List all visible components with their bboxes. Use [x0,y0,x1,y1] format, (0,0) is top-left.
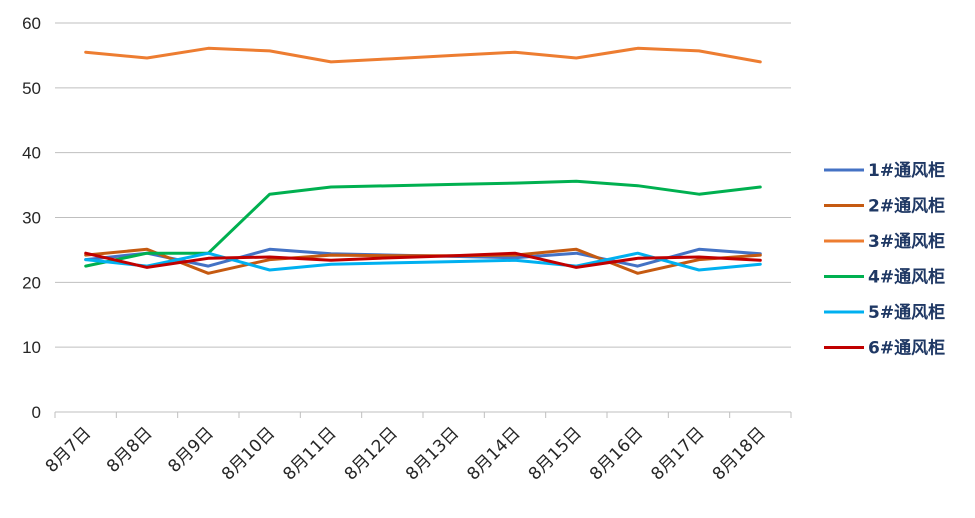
legend-label: 3#通风柜 [868,231,945,252]
axes [54,411,792,418]
legend-item: 4#通风柜 [824,267,945,288]
x-tick-label: 8月12日 [341,423,402,484]
y-tick-label: 0 [32,403,41,422]
x-tick-label: 8月17日 [647,423,708,484]
y-tick-label: 40 [22,144,41,163]
y-tick-label: 50 [22,79,41,98]
x-tick-label: 8月16日 [586,423,647,484]
legend-item: 3#通风柜 [824,231,945,252]
y-tick-label: 20 [22,273,41,292]
x-tick-label: 8月14日 [463,423,524,484]
legend-label: 2#通风柜 [868,196,945,217]
x-tick-label: 8月10日 [218,423,279,484]
y-tick-label: 30 [22,209,41,228]
legend-label: 4#通风柜 [868,267,945,288]
x-tick-label: 8月18日 [709,423,770,484]
legend-item: 2#通风柜 [824,196,945,217]
x-tick-label: 8月7日 [42,423,95,476]
legend: 1#通风柜 2#通风柜 3#通风柜 4#通风柜 5#通风柜 6#通风柜 [824,160,945,359]
legend-label: 5#通风柜 [868,302,945,323]
series-line-4 [84,179,762,268]
x-tick-label: 8月8日 [103,423,156,476]
legend-item: 5#通风柜 [824,302,945,323]
series-line-6 [84,251,762,269]
x-tick-label: 8月13日 [402,423,463,484]
x-tick-label: 8月9日 [164,423,217,476]
series-line-5 [84,251,762,272]
x-tick-label: 8月15日 [525,423,586,484]
series-line-3 [84,46,762,64]
legend-label: 1#通风柜 [868,160,945,181]
legend-item: 1#通风柜 [824,160,945,181]
y-tick-label: 60 [22,14,41,33]
series-lines [84,46,762,275]
y-axis-ticks: 0 10 20 30 40 50 60 [22,14,41,422]
legend-label: 6#通风柜 [868,338,945,359]
x-axis-ticks: 8月7日 8月8日 8月9日 8月10日 8月11日 8月12日 8月13日 8月14日 8月1… [42,423,770,484]
y-tick-label: 10 [22,338,41,357]
x-tick-label: 8月11日 [279,423,340,484]
legend-item: 6#通风柜 [824,338,945,359]
gridlines [55,22,791,348]
